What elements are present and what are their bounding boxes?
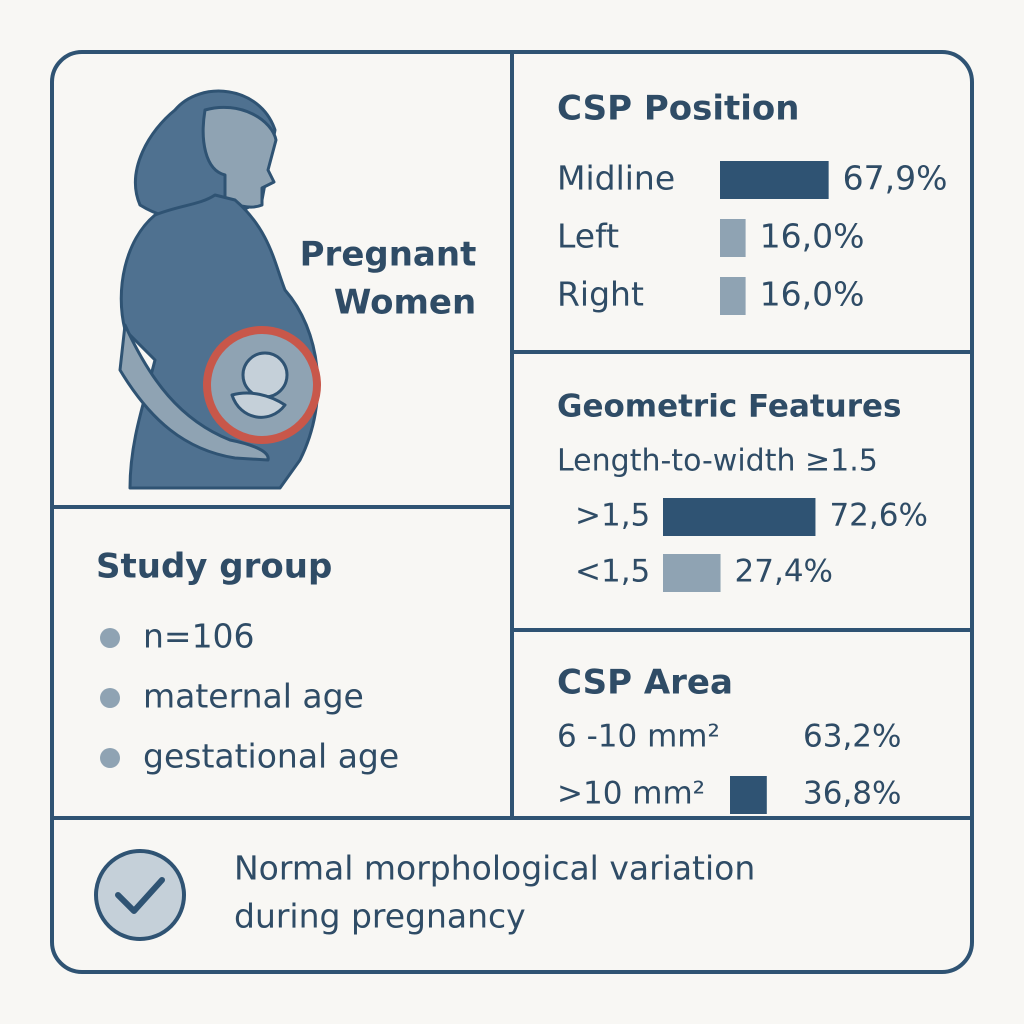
value-label: 27,4% (735, 554, 833, 590)
panel-title: Geometric Features (557, 389, 902, 425)
value-label: 72,6% (829, 498, 927, 534)
value-label: 16,0% (760, 275, 865, 314)
row-label: Midline (557, 159, 675, 198)
panel-title: CSP Area (557, 663, 733, 703)
row-label: <1,5 (575, 554, 650, 590)
bar (730, 776, 767, 814)
bar (720, 161, 829, 199)
bar (663, 554, 721, 592)
study-item: n=106 (143, 617, 255, 656)
bar (720, 219, 746, 257)
panel-title: Study group (96, 547, 332, 587)
row-label: >10 mm² (557, 776, 705, 812)
check-icon (94, 849, 186, 941)
study-item: maternal age (143, 677, 364, 716)
row-label: >1,5 (575, 498, 650, 534)
value-label: 63,2% (803, 719, 901, 755)
conclusion-text: during pregnancy (234, 897, 526, 936)
row-label: Right (557, 275, 644, 314)
study-item: gestational age (143, 737, 399, 776)
bar (730, 719, 794, 757)
value-label: 67,9% (843, 159, 948, 198)
illustration-label: Women (334, 283, 476, 323)
illustration-label: Pregnant (300, 235, 477, 275)
bullet (100, 748, 120, 768)
bullet (100, 688, 120, 708)
row-label: 6 -10 mm² (557, 719, 720, 755)
value-label: 16,0% (760, 217, 865, 256)
check-mark (115, 877, 165, 914)
bullet (100, 628, 120, 648)
bar (720, 277, 746, 315)
conclusion-text: Normal morphological variation (234, 849, 755, 888)
bar (663, 498, 816, 536)
panel-title: CSP Position (557, 89, 799, 129)
pregnant-woman-illustration (118, 89, 321, 490)
panel-subtitle: Length-to-width ≥1.5 (557, 444, 878, 479)
value-label: 36,8% (803, 776, 901, 812)
row-label: Left (557, 217, 619, 256)
